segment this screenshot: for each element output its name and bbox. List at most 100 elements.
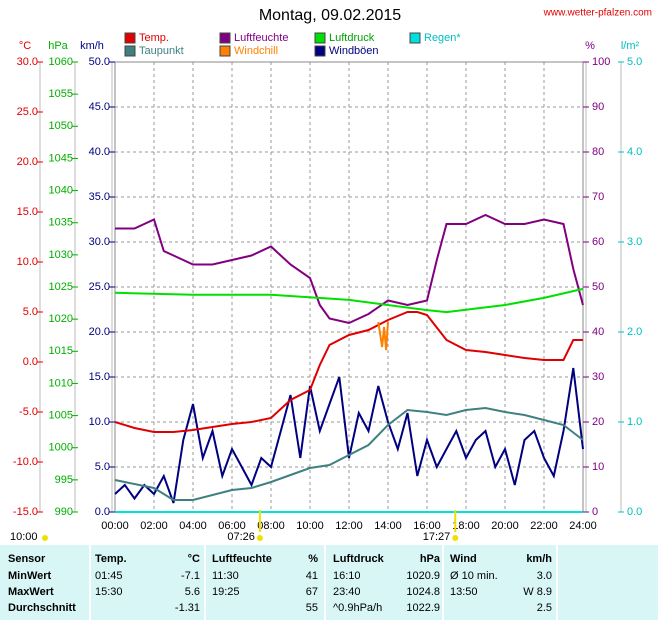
y-tick-label: 60: [592, 236, 604, 248]
y-tick-label: 1040: [49, 184, 73, 196]
x-tick-label: 04:00: [179, 520, 207, 532]
y-tick-label: 0.0: [95, 506, 110, 518]
legend-swatch: [219, 45, 231, 57]
chart-title: Montag, 09.02.2015: [259, 7, 401, 24]
table-cell: -7.1: [181, 570, 200, 582]
annotation: 17:27: [423, 531, 451, 543]
y-tick-label: 1005: [49, 409, 73, 421]
note: 10:00: [10, 531, 38, 543]
legend-label: Regen*: [424, 32, 461, 44]
y-tick-label: -15.0: [13, 506, 38, 518]
legend-swatch: [314, 45, 326, 57]
y-tick-label: 0: [592, 506, 598, 518]
table-cell: 11:30: [212, 570, 239, 582]
y-tick-label: 50.0: [89, 56, 110, 68]
table-cell: 19:25: [212, 586, 240, 598]
sun-icon: [42, 535, 48, 541]
table-cell: MinWert: [8, 570, 52, 582]
series-line: [115, 213, 584, 325]
series-line: [114, 287, 584, 314]
y-tick-label: 2.0: [627, 326, 642, 338]
y-tick-label: -10.0: [13, 456, 38, 468]
legend-label: Windchill: [234, 45, 278, 57]
y-tick-label: -5.0: [19, 406, 38, 418]
table-cell: 1022.9: [406, 602, 440, 614]
x-tick-label: 22:00: [530, 520, 558, 532]
x-tick-label: 12:00: [335, 520, 363, 532]
table-cell: 1024.8: [406, 586, 440, 598]
series-line: [377, 321, 389, 351]
y-tick-label: 1010: [49, 377, 73, 389]
sun-icon: [452, 535, 459, 541]
y-tick-label: 25.0: [17, 106, 38, 118]
table-cell: 5.6: [185, 586, 200, 598]
y-tick-label: 30: [592, 371, 604, 383]
table-cell: -1.31: [175, 602, 200, 614]
legend-swatch: [124, 32, 136, 44]
y-tick-label: 0.0: [627, 506, 642, 518]
table-cell: ^0.9hPa/h: [333, 602, 382, 614]
x-tick-label: 14:00: [374, 520, 402, 532]
table-cell: 13:50: [450, 586, 478, 598]
table-cell: Ø 10 min.: [450, 570, 498, 582]
axis-title: %: [585, 40, 595, 52]
source: www.wetter-pfalzen.com: [543, 8, 652, 19]
table-cell: Durchschnitt: [8, 602, 76, 614]
y-tick-label: 30.0: [17, 56, 38, 68]
table-header: °C: [188, 553, 200, 565]
table-cell: 15:30: [95, 586, 123, 598]
table-header: Wind: [450, 553, 477, 565]
y-tick-label: 1.0: [627, 416, 642, 428]
y-tick-label: 1055: [49, 88, 73, 100]
annotation: 07:26: [227, 531, 255, 543]
table-cell: MaxWert: [8, 586, 54, 598]
axis-title: °C: [19, 40, 31, 52]
y-tick-label: 20.0: [89, 326, 110, 338]
legend-swatch: [219, 32, 231, 44]
axis-title: hPa: [48, 40, 68, 52]
table-lines: [89, 545, 558, 620]
y-tick-label: 45.0: [89, 101, 110, 113]
y-tick-label: 1045: [49, 152, 73, 164]
x-tick-label: 10:00: [296, 520, 324, 532]
table-cell: 3.0: [537, 570, 552, 582]
x-tick-label: 06:00: [218, 520, 246, 532]
table-cell: 41: [306, 570, 318, 582]
y-tick-label: 10.0: [89, 416, 110, 428]
y-tick-label: 15.0: [17, 206, 38, 218]
y-tick-label: 70: [592, 191, 604, 203]
table-cell: W 8.9: [523, 586, 552, 598]
table-cell: 01:45: [95, 570, 123, 582]
axis-title: l/m²: [621, 40, 640, 52]
table-header: %: [308, 553, 318, 565]
y-tick-label: 50: [592, 281, 604, 293]
table-cell: 67: [306, 586, 318, 598]
y-tick-label: 1035: [49, 217, 73, 229]
y-tick-label: 1000: [49, 442, 73, 454]
y-tick-label: 1015: [49, 345, 73, 357]
table-header: km/h: [526, 553, 552, 565]
x-tick-label: 24:00: [569, 520, 597, 532]
legend-label: Luftfeuchte: [234, 32, 288, 44]
legend-label: Windböen: [329, 45, 379, 57]
y-tick-label: 20: [592, 416, 604, 428]
table-cell: 55: [306, 602, 318, 614]
y-tick-label: 1025: [49, 281, 73, 293]
series-line: [114, 367, 584, 504]
y-tick-label: 3.0: [627, 236, 642, 248]
table-cell: 23:40: [333, 586, 361, 598]
y-tick-label: 1050: [49, 120, 73, 132]
y-tick-label: 1060: [49, 56, 73, 68]
legend-swatch: [124, 45, 136, 57]
table-cell: 1020.9: [406, 570, 440, 582]
y-tick-label: 80: [592, 146, 604, 158]
y-tick-label: 90: [592, 101, 604, 113]
x-tick-label: 08:00: [257, 520, 285, 532]
y-tick-label: 25.0: [89, 281, 110, 293]
y-tick-label: 5.0: [627, 56, 642, 68]
y-tick-label: 995: [55, 474, 73, 486]
y-tick-label: 990: [55, 506, 73, 518]
y-tick-label: 15.0: [89, 371, 110, 383]
